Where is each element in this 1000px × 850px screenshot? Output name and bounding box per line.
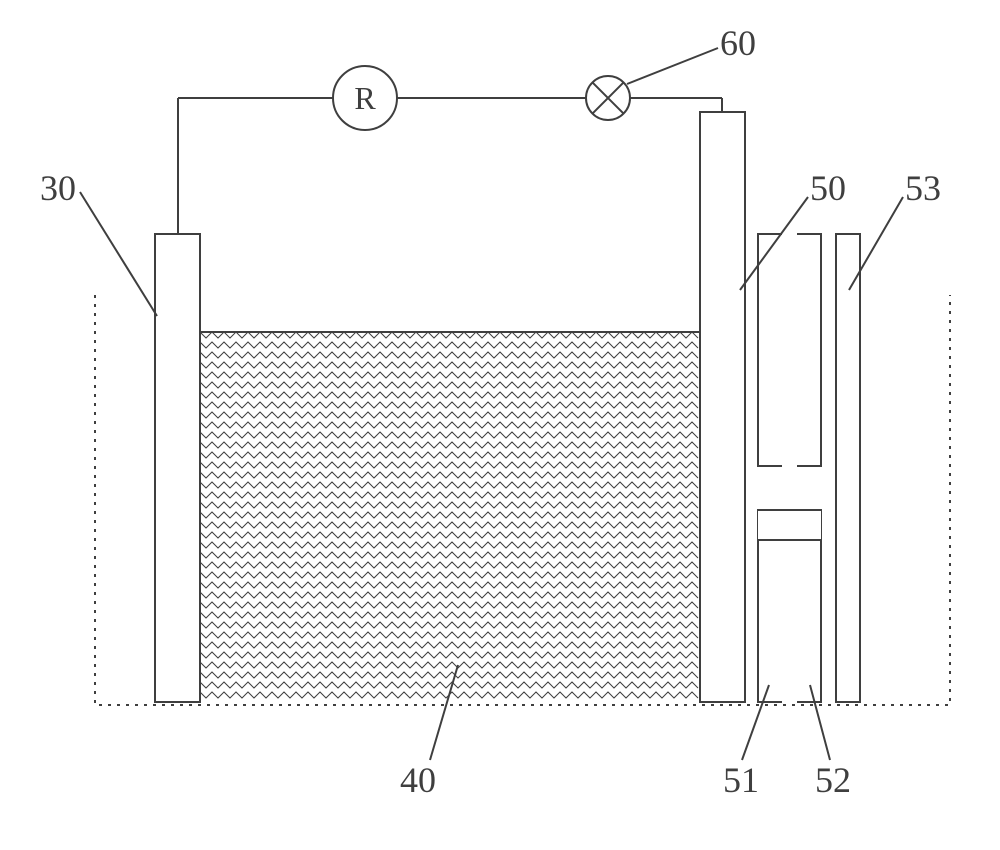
callout-text-53: 53: [905, 168, 941, 208]
bar-51: [758, 234, 782, 702]
electrode-left: [155, 234, 200, 702]
callout-30: 30: [40, 168, 157, 316]
bar-52: [797, 234, 821, 702]
callout-text-40: 40: [400, 760, 436, 800]
callout-text-30: 30: [40, 168, 76, 208]
lamp-symbol: [586, 76, 630, 120]
callout-text-50: 50: [810, 168, 846, 208]
callout-text-52: 52: [815, 760, 851, 800]
callout-50: 50: [740, 168, 846, 290]
resistor-label: R: [354, 80, 376, 116]
bridge-connector: [758, 510, 821, 540]
liquid-fill: [200, 332, 698, 698]
diagram-canvas: R 30 60 50 53 40 51 52: [0, 0, 1000, 850]
bar-53: [836, 234, 860, 702]
callout-53: 53: [849, 168, 941, 290]
callout-text-60: 60: [720, 23, 756, 63]
electrode-right: [700, 112, 745, 702]
callout-60: 60: [627, 23, 756, 84]
callout-text-51: 51: [723, 760, 759, 800]
